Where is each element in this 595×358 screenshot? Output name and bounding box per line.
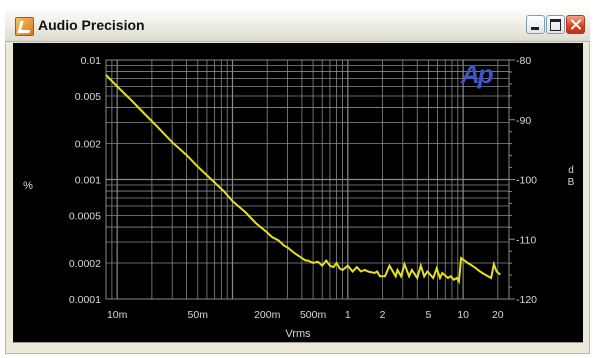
thd-trace xyxy=(105,74,501,285)
y-right-axis-label-line: B xyxy=(568,177,575,188)
x-axis-label: Vrms xyxy=(285,328,311,340)
x-tick-label: 2 xyxy=(380,309,386,321)
y-left-tick-label: 0.0001 xyxy=(69,294,101,306)
y-left-axis-label: % xyxy=(23,180,33,192)
x-tick-labels: 10m 50m 200m 500m 1 2 5 10 20 xyxy=(107,309,504,321)
minimize-icon[interactable] xyxy=(526,15,545,34)
window-title: Audio Precision xyxy=(38,17,145,33)
close-icon[interactable] xyxy=(566,15,585,34)
y-left-tick-label: 0.001 xyxy=(75,175,101,187)
y-right-axis-label-line: d xyxy=(568,165,574,176)
x-tick-label: 500m xyxy=(300,309,327,321)
x-tick-label: 10 xyxy=(457,309,469,321)
y-right-tick-label: -90 xyxy=(516,115,531,127)
y-right-tick-label: -80 xyxy=(516,55,531,67)
x-tick-label: 10m xyxy=(107,309,128,321)
x-tick-label: 50m xyxy=(188,309,209,321)
y-right-tick-label: -120 xyxy=(516,294,537,306)
y-left-tick-label: 0.01 xyxy=(81,55,102,67)
x-tick-label: 1 xyxy=(345,309,351,321)
x-tick-label: 20 xyxy=(492,309,504,321)
y-right-tick-label: -100 xyxy=(516,175,537,187)
y-left-tick-label: 0.0005 xyxy=(69,210,101,222)
grid-lines xyxy=(105,59,515,300)
thd-chart: 10m 50m 200m 500m 1 2 5 10 20 0.01 0.005 0.002 0.00… xyxy=(23,55,575,340)
y-right-tick-labels: -80 -90 -100 -110 -120 xyxy=(516,55,537,306)
y-left-tick-label: 0.002 xyxy=(75,139,101,151)
audio-precision-app-icon[interactable] xyxy=(15,17,34,36)
x-tick-label: 200m xyxy=(254,309,281,321)
x-tick-label: 5 xyxy=(425,309,431,321)
ap-logo-watermark: Ap xyxy=(460,59,494,89)
plot-panel: 10m 50m 200m 500m 1 2 5 10 20 0.01 0.005 0.002 0.00… xyxy=(13,43,583,342)
maximize-icon[interactable] xyxy=(546,15,565,34)
y-left-tick-labels: 0.01 0.005 0.002 0.001 0.0005 0.0002 0.0001 xyxy=(69,55,101,306)
title-bar[interactable]: Audio Precision xyxy=(5,9,590,42)
y-left-tick-label: 0.0002 xyxy=(69,258,101,270)
y-left-tick-label: 0.005 xyxy=(75,91,101,103)
y-right-tick-label: -110 xyxy=(516,234,536,246)
status-strip xyxy=(13,342,583,346)
